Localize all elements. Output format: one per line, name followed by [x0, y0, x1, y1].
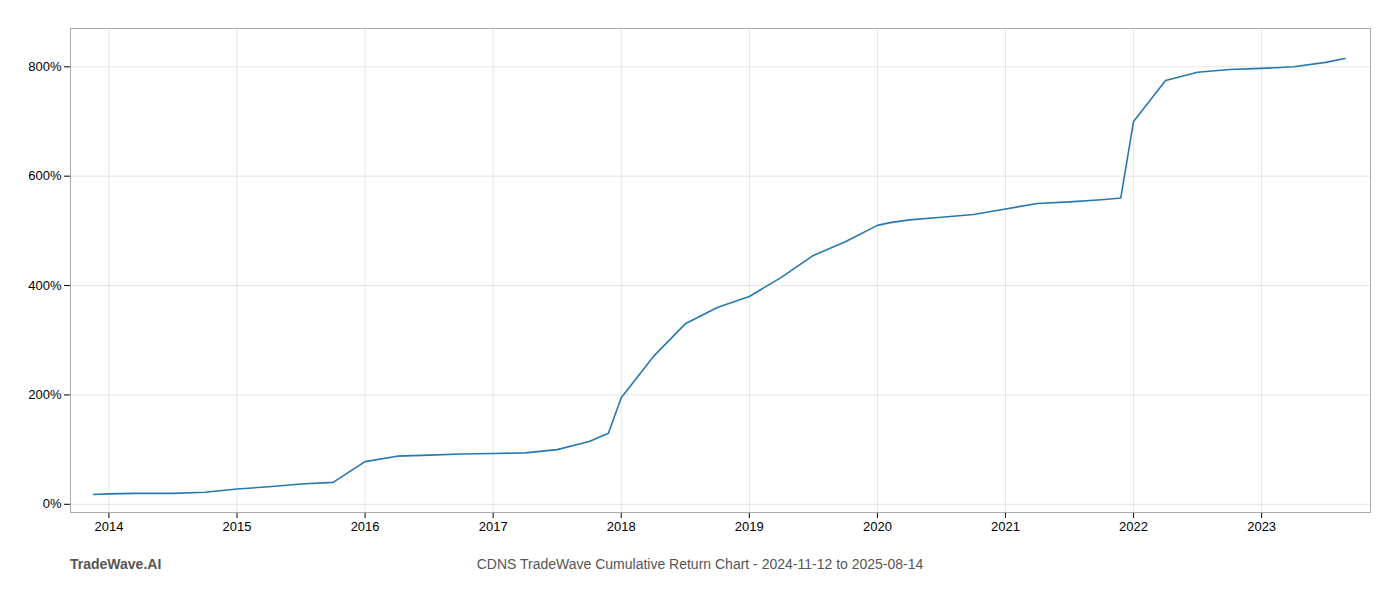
html-text:CDNS TradeWave Cumulative Retu: CDNS TradeWave Cumulative Return Chart -… — [476, 556, 924, 572]
svg-text:600%: 600% — [28, 168, 62, 183]
svg-text:2021: 2021 — [991, 519, 1020, 534]
svg-text:0%: 0% — [43, 496, 62, 511]
svg-text:800%: 800% — [28, 59, 62, 74]
svg-text:2016: 2016 — [351, 519, 380, 534]
svg-text:200%: 200% — [28, 387, 62, 402]
svg-text:400%: 400% — [28, 278, 62, 293]
html-text:TradeWave.AI: TradeWave.AI — [70, 556, 162, 572]
svg-text:2014: 2014 — [94, 519, 123, 534]
svg-text:2017: 2017 — [479, 519, 508, 534]
svg-text:2019: 2019 — [735, 519, 764, 534]
svg-text:2015: 2015 — [223, 519, 252, 534]
svg-text:2018: 2018 — [607, 519, 636, 534]
svg-text:2020: 2020 — [863, 519, 892, 534]
svg-text:2023: 2023 — [1247, 519, 1276, 534]
svg-text:2022: 2022 — [1119, 519, 1148, 534]
